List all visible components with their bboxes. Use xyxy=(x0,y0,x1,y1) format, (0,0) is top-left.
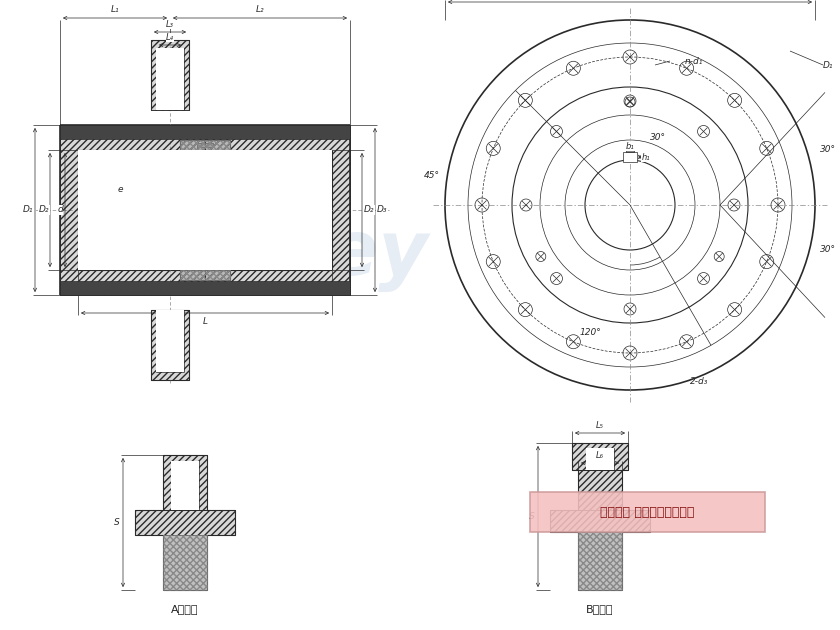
Bar xyxy=(180,270,230,280)
Text: 120°: 120° xyxy=(579,328,601,337)
Text: L₅: L₅ xyxy=(596,421,604,430)
Text: e: e xyxy=(118,185,123,194)
Text: L: L xyxy=(202,317,207,326)
Text: 30°: 30° xyxy=(650,132,666,142)
Bar xyxy=(156,310,184,372)
Text: S: S xyxy=(114,518,120,527)
Text: Rokey: Rokey xyxy=(171,217,428,292)
Bar xyxy=(626,144,634,152)
Text: d: d xyxy=(57,205,63,214)
Bar xyxy=(163,455,207,510)
Text: D₃: D₃ xyxy=(377,205,387,214)
Bar xyxy=(197,143,213,147)
Bar xyxy=(530,492,765,532)
Bar xyxy=(135,510,235,535)
Bar xyxy=(163,535,207,590)
Bar xyxy=(205,125,350,295)
Bar xyxy=(60,125,205,295)
Bar xyxy=(60,281,350,295)
Bar xyxy=(180,270,230,280)
Bar xyxy=(78,150,205,270)
Bar xyxy=(586,448,614,470)
Text: n-d₁: n-d₁ xyxy=(685,57,703,66)
Text: D₁: D₁ xyxy=(823,60,833,69)
Bar xyxy=(171,461,199,510)
Bar xyxy=(135,510,235,535)
Bar xyxy=(60,125,350,139)
Bar xyxy=(197,143,213,147)
Text: A型结构: A型结构 xyxy=(171,604,199,614)
Text: b₁: b₁ xyxy=(626,142,634,151)
Bar xyxy=(156,48,184,110)
Text: D₁: D₁ xyxy=(23,205,34,214)
Bar xyxy=(163,535,207,590)
Bar xyxy=(578,532,622,590)
Bar xyxy=(550,510,650,532)
Bar xyxy=(180,140,230,150)
Text: B型结构: B型结构 xyxy=(586,604,614,614)
Text: h₁: h₁ xyxy=(642,152,650,161)
Text: D₂: D₂ xyxy=(39,205,50,214)
Text: L₂: L₂ xyxy=(255,5,265,14)
Text: 45°: 45° xyxy=(424,171,440,180)
Bar xyxy=(623,152,637,162)
Text: S: S xyxy=(529,512,535,521)
Text: 30°: 30° xyxy=(820,146,836,154)
Text: L₃: L₃ xyxy=(166,20,174,29)
Text: L₄: L₄ xyxy=(166,33,174,42)
Bar xyxy=(578,470,622,510)
Bar xyxy=(572,443,628,470)
Bar xyxy=(550,510,650,532)
Bar xyxy=(151,40,189,110)
Bar xyxy=(163,455,207,510)
Bar xyxy=(60,125,205,295)
Bar xyxy=(205,150,332,270)
Bar xyxy=(180,140,230,150)
Bar xyxy=(151,40,189,110)
Bar xyxy=(205,125,350,295)
Text: D₂: D₂ xyxy=(364,205,375,214)
Text: 版权所有 侵权必被严厉追究: 版权所有 侵权必被严厉追究 xyxy=(600,505,694,518)
Bar xyxy=(151,310,189,380)
Bar xyxy=(151,310,189,380)
Text: 30°: 30° xyxy=(820,246,836,255)
Bar xyxy=(578,470,622,510)
Bar xyxy=(572,443,628,470)
Text: L₆: L₆ xyxy=(596,451,604,460)
Text: 2-d₃: 2-d₃ xyxy=(690,377,708,386)
Text: L₁: L₁ xyxy=(111,5,119,14)
Bar xyxy=(578,532,622,590)
